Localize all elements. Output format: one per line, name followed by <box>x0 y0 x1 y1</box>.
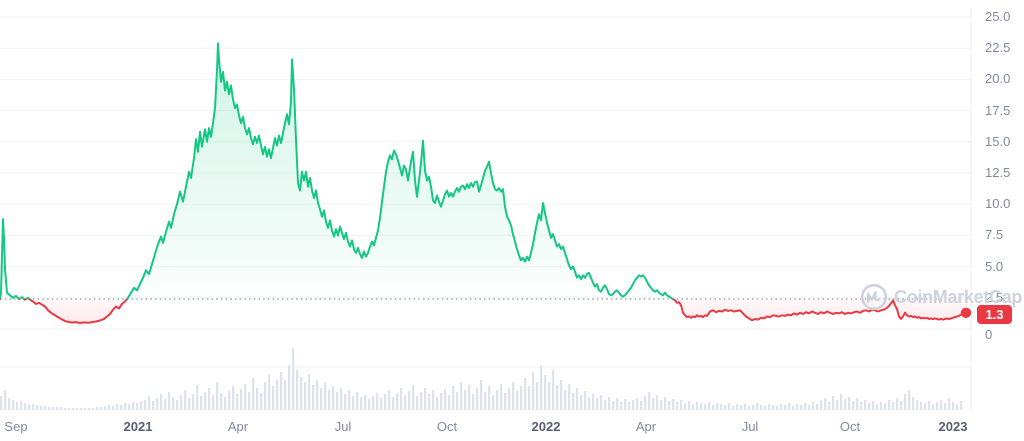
price-area-down <box>24 299 966 323</box>
current-price-badge: 1.3 <box>977 305 1012 324</box>
price-area-up <box>0 43 966 300</box>
price-line-down <box>0 299 967 324</box>
last-price-dot <box>960 307 972 318</box>
price-line-up <box>0 42 675 300</box>
volume-bars <box>0 348 963 410</box>
